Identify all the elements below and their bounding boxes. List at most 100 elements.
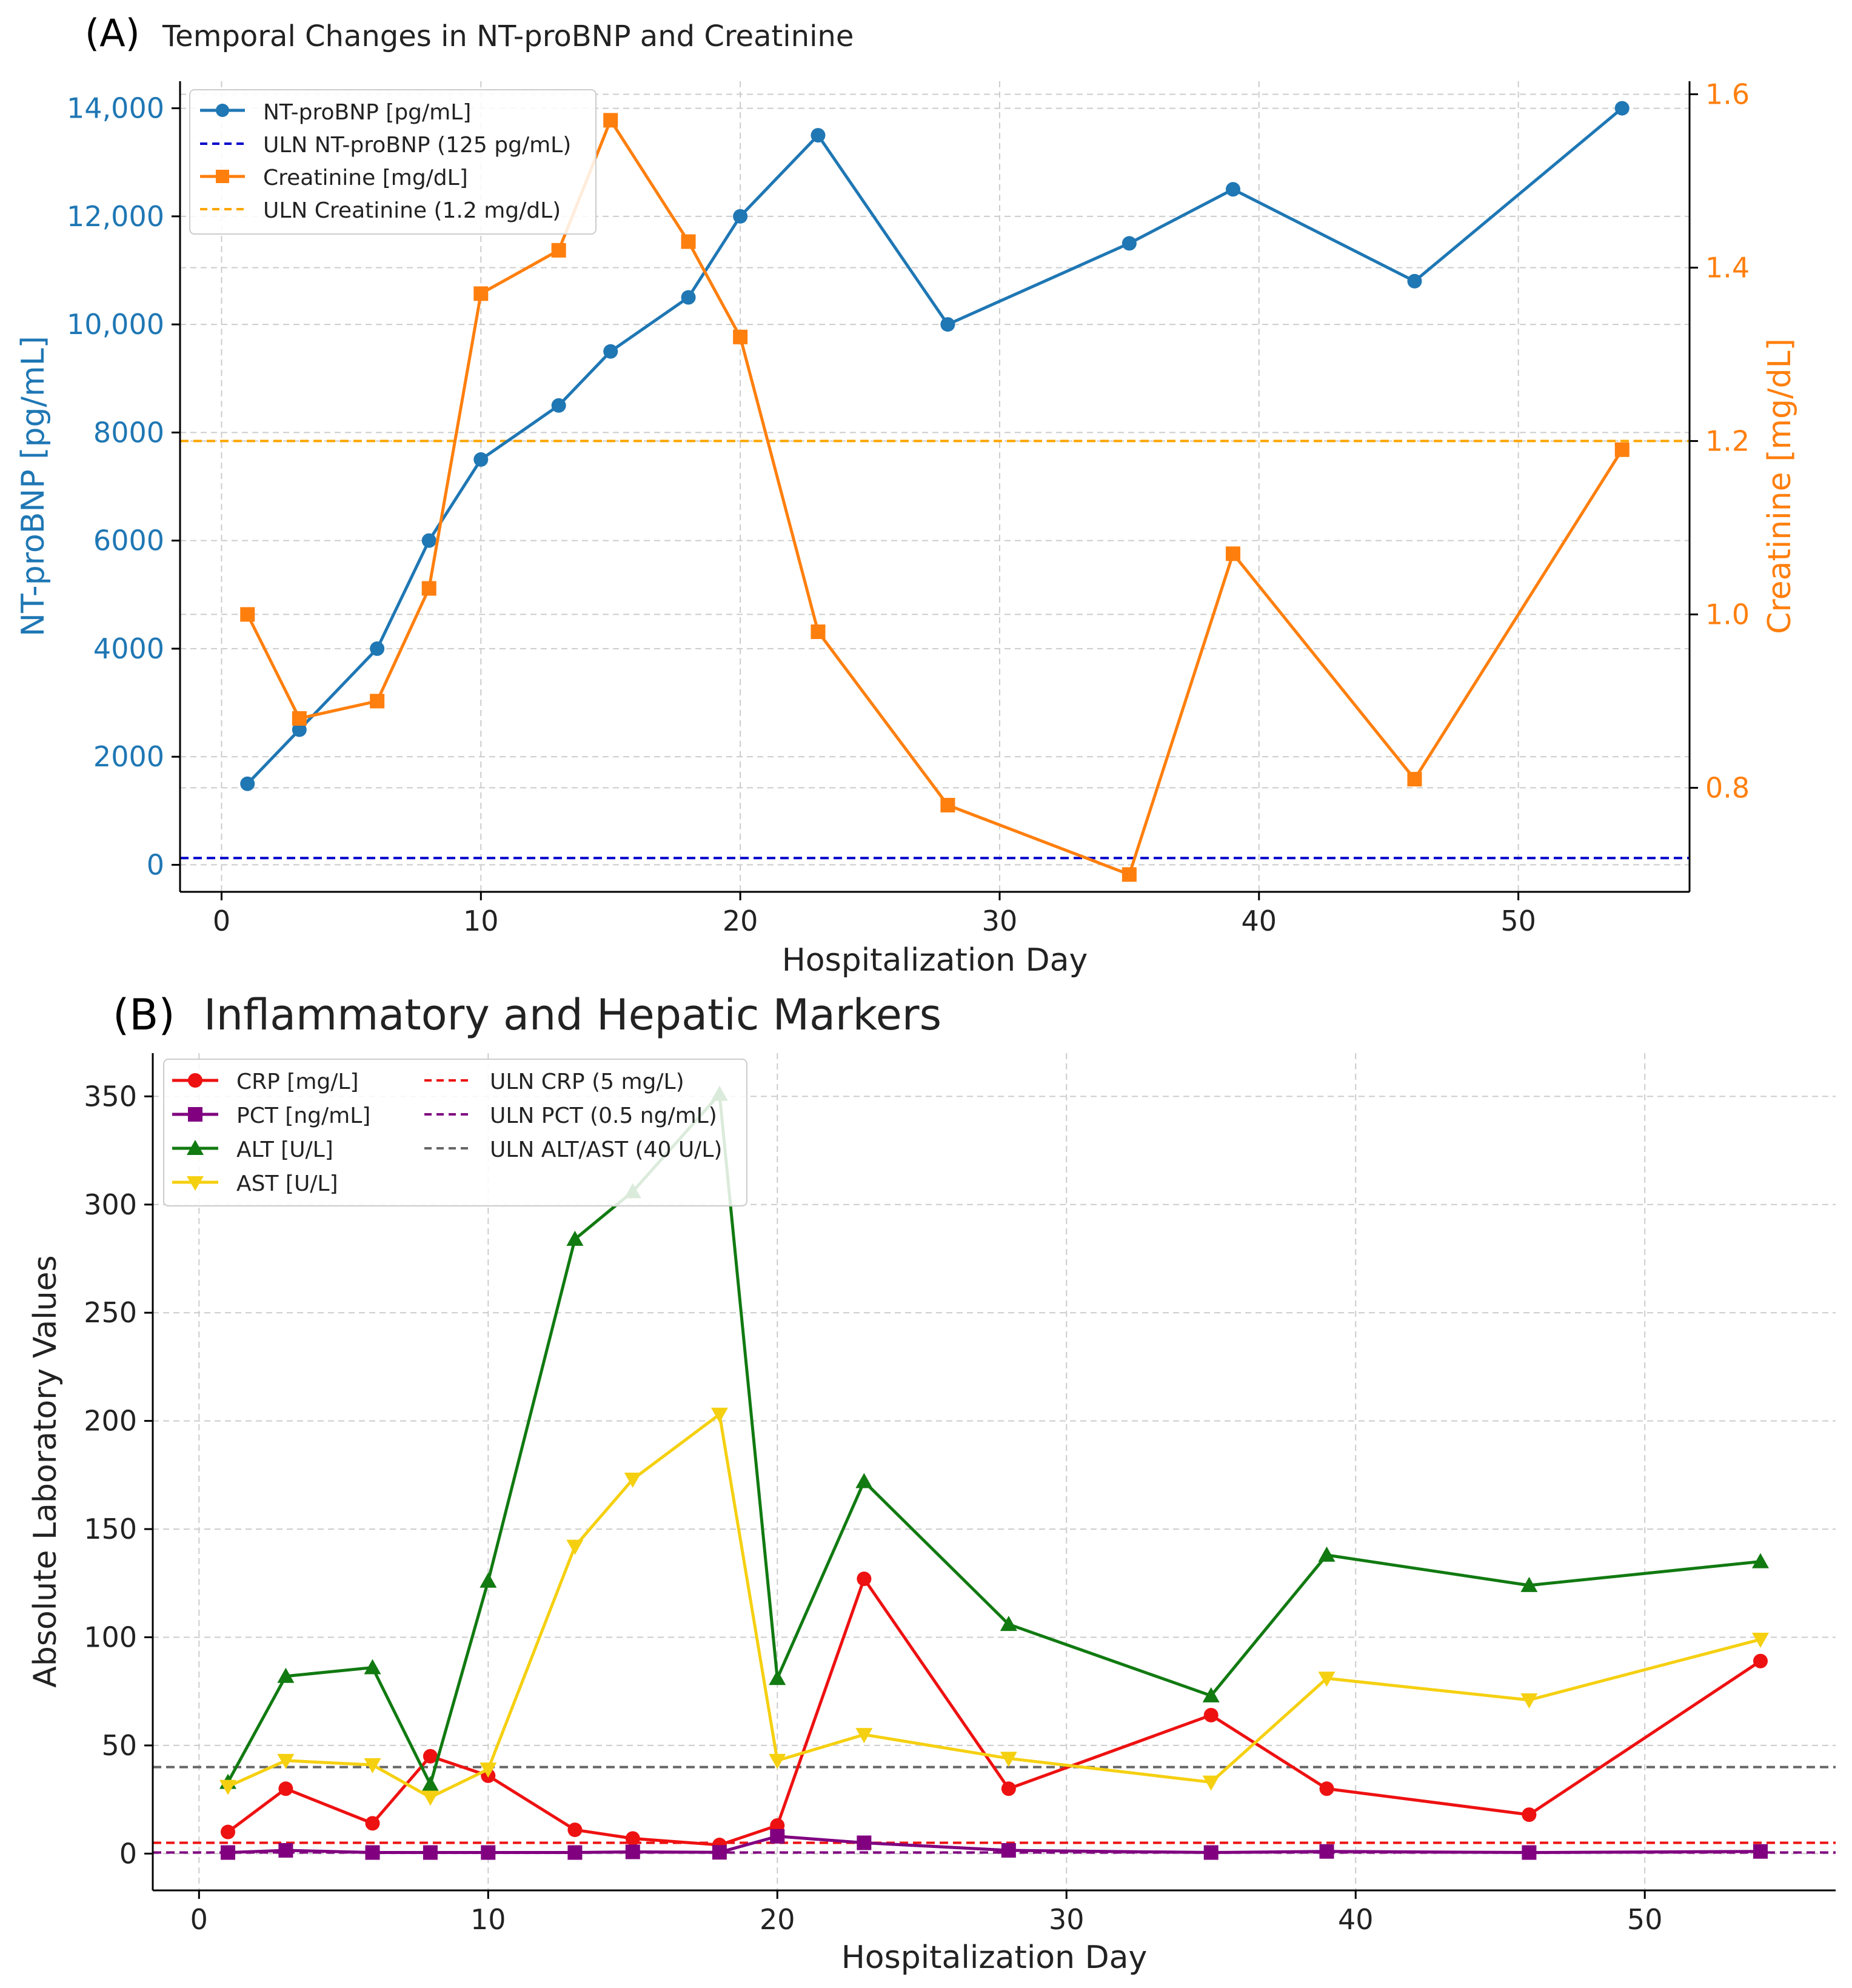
data-point-creatinine-mg-dl xyxy=(473,286,489,301)
data-point-ast-u-l xyxy=(566,1539,584,1555)
panel-a-left-tick-label: 2000 xyxy=(93,740,164,773)
legend-creatinine: Creatinine [mg/dL] xyxy=(263,166,468,190)
panel-b-chart: (B) Inflammatory and Hepatic Markers 0 10… xyxy=(27,990,1836,1976)
data-point-pct-ng-ml xyxy=(625,1844,640,1859)
panel-a-right-y-label: Creatinine [mg/dL] xyxy=(1762,338,1798,634)
data-point-creatinine-mg-dl xyxy=(1226,546,1241,561)
data-point-crp-mg-l xyxy=(1753,1653,1768,1668)
data-point-alt-u-l xyxy=(364,1659,381,1675)
data-point-ast-u-l xyxy=(1000,1752,1017,1767)
panel-a-x-tick-label: 30 xyxy=(982,905,1018,937)
data-point-creatinine-mg-dl xyxy=(1407,772,1422,787)
data-point-pct-ng-ml xyxy=(1522,1845,1537,1860)
legend-nt-probnp: NT-proBNP [pg/mL] xyxy=(263,100,471,125)
data-point-creatinine-mg-dl xyxy=(1122,867,1137,882)
data-point-crp-mg-l xyxy=(365,1816,380,1831)
data-point-ast-u-l xyxy=(1318,1672,1336,1687)
legend-crp: CRP [mg/L] xyxy=(236,1069,359,1094)
panel-b-y-tick-label: 350 xyxy=(84,1080,137,1113)
panel-a-title: Temporal Changes in NT-proBNP and Creati… xyxy=(162,19,854,53)
data-point-alt-u-l xyxy=(421,1776,439,1792)
data-point-creatinine-mg-dl xyxy=(811,624,826,640)
legend-alt: ALT [U/L] xyxy=(236,1137,333,1162)
panel-b-x-tick-label: 10 xyxy=(470,1903,506,1936)
panel-b-y-tick-label: 100 xyxy=(84,1621,137,1653)
data-point-crp-mg-l xyxy=(278,1781,293,1796)
panel-a-right-tick-label: 1.6 xyxy=(1705,78,1750,110)
panel-b-x-ticks: 0 10 20 30 40 50 xyxy=(190,1890,1662,1936)
data-point-creatinine-mg-dl xyxy=(681,234,696,249)
data-point-crp-mg-l xyxy=(857,1571,872,1587)
legend-uln-creatinine: ULN Creatinine (1.2 mg/dL) xyxy=(263,198,561,223)
panel-a-left-tick-label: 12,000 xyxy=(67,200,164,233)
data-point-nt-probnp-pg-ml xyxy=(1122,236,1137,251)
data-point-alt-u-l xyxy=(769,1670,786,1685)
data-point-nt-probnp-pg-ml xyxy=(811,128,826,143)
data-point-nt-probnp-pg-ml xyxy=(1614,101,1630,116)
panel-a-left-tick-label: 4000 xyxy=(93,632,164,665)
data-point-crp-mg-l xyxy=(625,1831,640,1846)
panel-a-x-tick-label: 20 xyxy=(723,905,758,937)
data-point-crp-mg-l xyxy=(221,1824,236,1839)
panel-a-tag: (A) xyxy=(85,11,140,55)
panel-b-x-tick-label: 30 xyxy=(1049,1903,1085,1936)
data-point-alt-u-l xyxy=(566,1230,584,1246)
legend-pct: PCT [ng/mL] xyxy=(236,1103,370,1128)
data-point-nt-probnp-pg-ml xyxy=(551,398,566,413)
data-point-alt-u-l xyxy=(855,1473,873,1488)
data-point-pct-ng-ml xyxy=(1319,1844,1334,1859)
panel-b-x-tick-label: 0 xyxy=(190,1903,208,1936)
data-point-alt-u-l xyxy=(1000,1616,1017,1632)
data-point-pct-ng-ml xyxy=(481,1845,496,1860)
data-point-creatinine-mg-dl xyxy=(421,581,436,596)
panel-a-left-tick-label: 0 xyxy=(147,848,164,881)
data-point-ast-u-l xyxy=(1751,1633,1769,1648)
data-point-ast-u-l xyxy=(624,1472,641,1488)
panel-b-y-label: Absolute Laboratory Values xyxy=(27,1255,64,1687)
data-point-alt-u-l xyxy=(1318,1546,1336,1562)
data-point-pct-ng-ml xyxy=(278,1842,293,1858)
panel-b-legend: CRP [mg/L] PCT [ng/mL] ALT [U/L] AST [U/… xyxy=(163,1059,747,1207)
panel-a-left-tick-label: 8000 xyxy=(93,416,164,449)
data-point-nt-probnp-pg-ml xyxy=(733,209,748,224)
panel-a-right-tick-label: 1.0 xyxy=(1705,598,1750,631)
panel-a-x-ticks: 0 10 20 30 40 50 xyxy=(213,892,1536,937)
data-point-pct-ng-ml xyxy=(770,1829,785,1844)
data-point-nt-probnp-pg-ml xyxy=(421,533,436,548)
panel-b-x-tick-label: 20 xyxy=(760,1903,795,1936)
panel-b-x-tick-label: 40 xyxy=(1338,1903,1374,1936)
panel-a-chart: (A) Temporal Changes in NT-proBNP and Cr… xyxy=(15,11,1798,979)
data-point-pct-ng-ml xyxy=(1203,1845,1219,1860)
panel-a-uln-lines xyxy=(180,440,1690,860)
panel-a-x-tick-label: 10 xyxy=(463,905,499,937)
data-point-pct-ng-ml xyxy=(1753,1844,1768,1859)
data-point-pct-ng-ml xyxy=(712,1845,727,1860)
panel-a-right-ticks: 0.8 1.0 1.2 1.4 1.6 xyxy=(1690,78,1750,804)
data-point-ast-u-l xyxy=(277,1753,295,1769)
data-point-ast-u-l xyxy=(480,1762,497,1778)
data-point-ast-u-l xyxy=(769,1753,786,1769)
panel-a-right-tick-label: 1.4 xyxy=(1705,251,1750,284)
panel-a-right-tick-label: 1.2 xyxy=(1705,424,1750,457)
data-point-crp-mg-l xyxy=(1001,1781,1016,1796)
data-point-nt-probnp-pg-ml xyxy=(1226,182,1241,197)
data-point-creatinine-mg-dl xyxy=(240,607,255,622)
panel-b-y-tick-label: 200 xyxy=(84,1405,137,1437)
data-point-alt-u-l xyxy=(1751,1553,1769,1568)
data-point-alt-u-l xyxy=(1520,1576,1538,1592)
data-point-creatinine-mg-dl xyxy=(370,694,385,709)
legend-ast: AST [U/L] xyxy=(236,1171,338,1196)
panel-b-y-tick-label: 150 xyxy=(84,1513,137,1545)
data-point-pct-ng-ml xyxy=(1001,1842,1016,1858)
panel-a-left-tick-label: 10,000 xyxy=(67,308,164,341)
data-point-crp-mg-l xyxy=(423,1749,438,1764)
data-point-crp-mg-l xyxy=(1203,1707,1219,1722)
data-point-creatinine-mg-dl xyxy=(733,329,748,344)
panel-a-x-tick-label: 0 xyxy=(213,905,230,937)
panel-a-left-y-label: NT-proBNP [pg/mL] xyxy=(15,336,52,637)
panel-a-x-label: Hospitalization Day xyxy=(782,942,1088,979)
panel-a-right-tick-label: 0.8 xyxy=(1705,771,1750,804)
panel-b-y-tick-label: 300 xyxy=(84,1188,137,1221)
data-point-pct-ng-ml xyxy=(221,1845,236,1860)
data-point-nt-probnp-pg-ml xyxy=(603,344,618,359)
